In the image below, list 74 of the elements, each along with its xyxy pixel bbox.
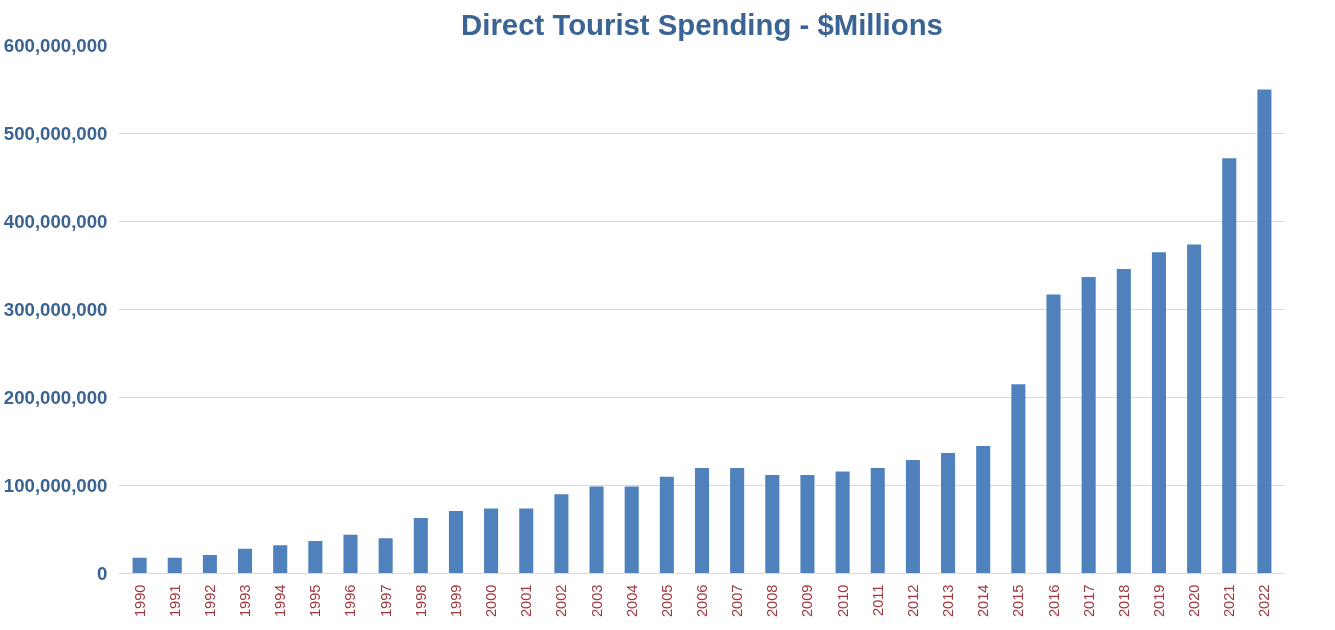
y-tick-label: 100,000,000 <box>3 475 108 496</box>
bar <box>238 548 253 574</box>
bar <box>343 534 358 574</box>
bar <box>308 540 323 574</box>
x-tick-label: 2021 <box>1221 584 1238 618</box>
x-tick-label: 1993 <box>237 584 254 618</box>
y-tick-label: 400,000,000 <box>3 211 108 232</box>
y-tick-label: 500,000,000 <box>3 123 108 144</box>
bar <box>905 459 920 574</box>
x-tick-label: 2005 <box>658 584 675 618</box>
x-tick-label: 2016 <box>1045 584 1062 618</box>
bar <box>765 474 780 574</box>
bar <box>1081 276 1096 574</box>
x-tick-label: 2020 <box>1186 584 1203 618</box>
x-tick-label: 1995 <box>307 584 324 618</box>
bar <box>1222 158 1237 574</box>
bar <box>800 474 815 574</box>
x-tick-label: 2017 <box>1080 584 1097 618</box>
x-tick-label: 1990 <box>131 584 148 618</box>
x-tick-label: 2015 <box>1010 584 1027 618</box>
x-tick-label: 2009 <box>799 584 816 618</box>
x-tick-label: 2002 <box>553 584 570 618</box>
bar <box>870 467 885 574</box>
x-tick-label: 2000 <box>483 584 500 618</box>
bar <box>624 486 639 574</box>
x-tick-label: 2010 <box>834 584 851 618</box>
x-tick-label: 1991 <box>166 584 183 618</box>
bar <box>484 508 499 574</box>
x-tick-label: 2013 <box>940 584 957 618</box>
x-tick-label: 1992 <box>201 584 218 618</box>
bar <box>413 518 428 574</box>
x-tick-label: 1999 <box>447 584 464 618</box>
bar <box>1151 252 1166 574</box>
x-tick-label: 2008 <box>764 584 781 618</box>
x-tick-label: 2011 <box>869 584 886 617</box>
y-tick-label: 0 <box>97 563 108 584</box>
x-tick-label: 2019 <box>1150 584 1167 618</box>
bar <box>589 486 604 574</box>
bar <box>132 557 147 574</box>
bar <box>1046 294 1061 574</box>
bar <box>835 471 850 574</box>
x-tick-label: 2007 <box>729 584 746 618</box>
bar <box>554 494 569 574</box>
x-tick-label: 2001 <box>518 584 535 618</box>
x-tick-label: 2004 <box>623 584 640 618</box>
x-tick-label: 2022 <box>1256 584 1273 618</box>
bar <box>941 452 956 574</box>
bar <box>1257 89 1272 574</box>
x-tick-label: 1994 <box>272 584 289 618</box>
bar <box>1116 269 1131 574</box>
chart-title: Direct Tourist Spending - $Millions <box>461 7 943 41</box>
bar <box>659 476 674 574</box>
bar <box>976 445 991 574</box>
x-tick-label: 2006 <box>694 584 710 618</box>
x-tick-label: 1997 <box>377 584 394 618</box>
bar <box>167 557 182 574</box>
x-tick-label: 2003 <box>588 584 605 618</box>
bar <box>202 555 217 574</box>
x-tick-label: 1998 <box>412 584 429 618</box>
y-tick-label: 200,000,000 <box>3 387 108 408</box>
bar <box>1011 384 1026 574</box>
x-tick-label: 2012 <box>904 584 921 618</box>
bar <box>378 538 393 574</box>
y-tick-label: 600,000,000 <box>3 35 108 56</box>
bar <box>273 545 288 574</box>
x-tick-label: 2014 <box>975 584 992 618</box>
bar <box>1187 244 1202 574</box>
bar <box>730 467 745 574</box>
x-tick-label: 2018 <box>1115 584 1132 618</box>
bar <box>519 508 534 574</box>
bar <box>448 511 463 574</box>
y-tick-label: 300,000,000 <box>3 299 108 320</box>
x-tick-label: 1996 <box>342 584 359 618</box>
bar <box>694 467 710 574</box>
